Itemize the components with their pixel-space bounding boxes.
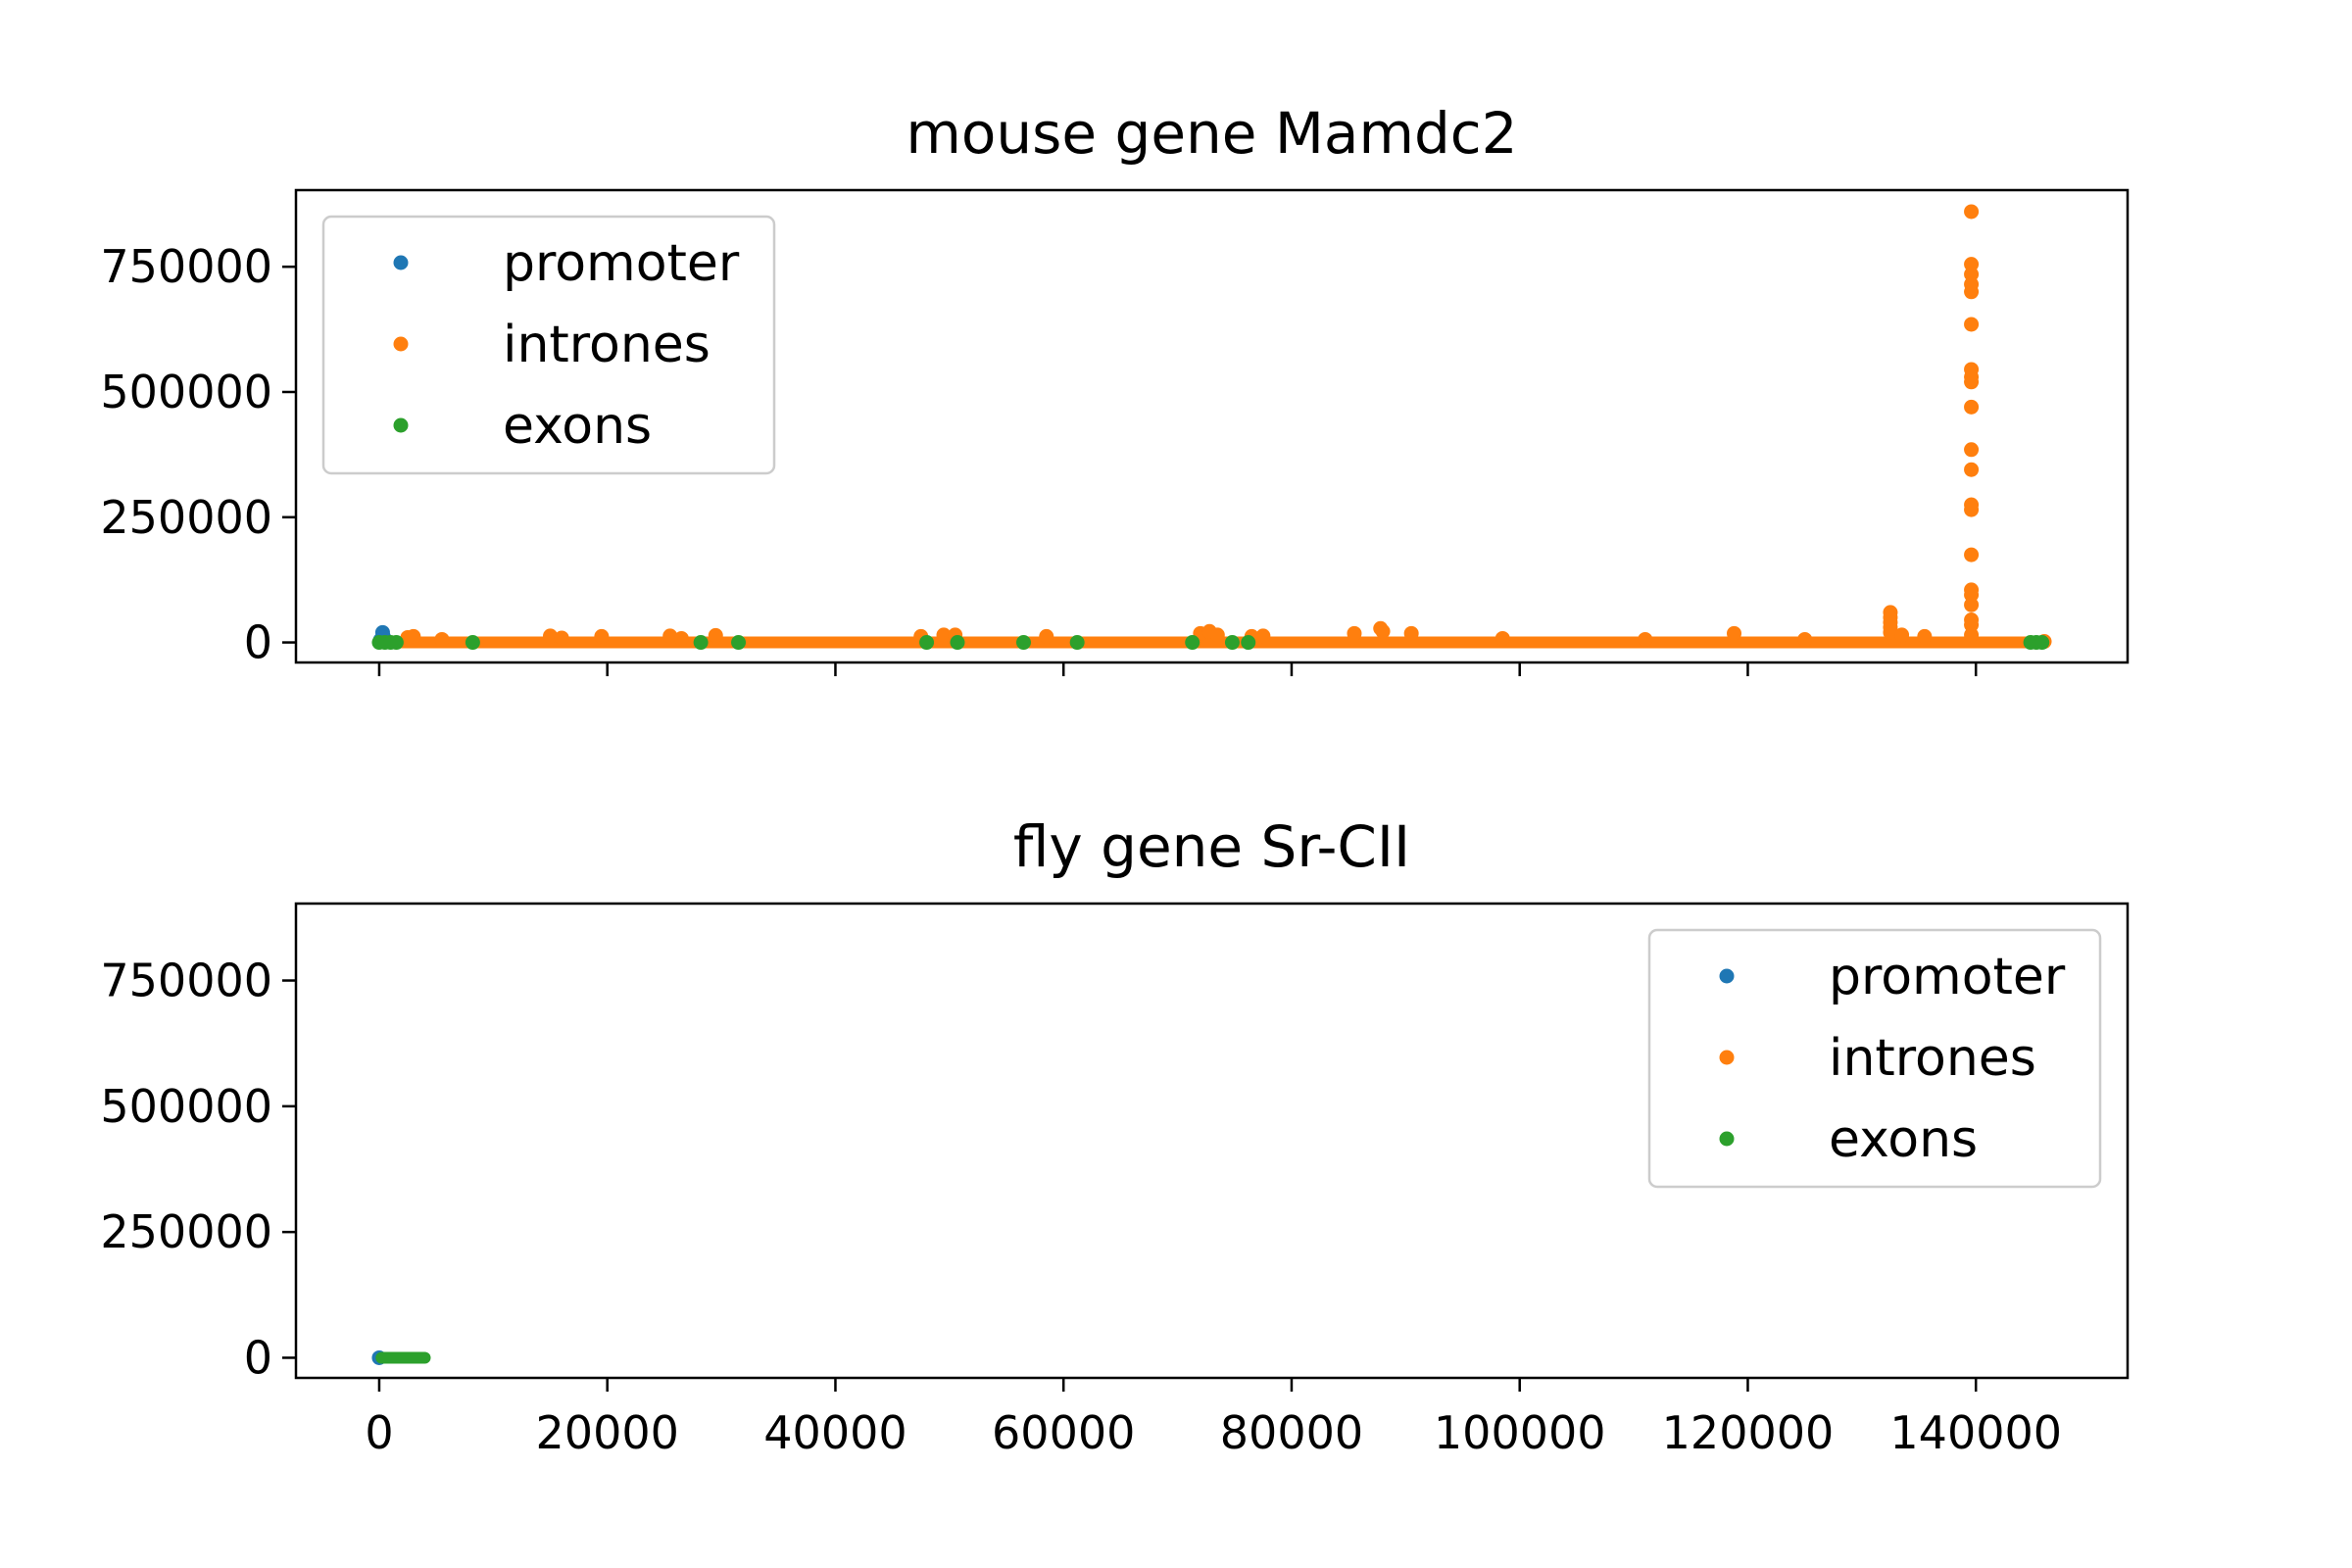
x-tick-label: 0 (365, 1406, 393, 1459)
series-exons-point (1015, 635, 1031, 651)
series-intrones-point (1964, 462, 1980, 477)
series-exons-point (1241, 635, 1256, 651)
series-intrones-point (1964, 597, 1980, 612)
series-intrones-point (1964, 627, 1980, 643)
x-tick-label: 20000 (536, 1406, 679, 1459)
series-exons-point (1224, 635, 1240, 651)
legend-marker-exons (1719, 1131, 1735, 1147)
series-exons-point (950, 635, 965, 651)
series-exons-point (731, 635, 747, 651)
series-exons-point (919, 635, 935, 651)
series-intrones-point (1964, 502, 1980, 517)
series-intrones-point (434, 631, 450, 647)
series-exons-point (2034, 635, 2050, 651)
y-tick-label: 750000 (100, 240, 272, 293)
series-intrones-point (1638, 631, 1653, 647)
x-tick-label: 60000 (992, 1406, 1135, 1459)
legend-label-exons: exons (1829, 1110, 1978, 1169)
axes-frame (294, 902, 2130, 1380)
chart-title: fly gene Sr-CII (1013, 813, 1410, 880)
series-intrones-point (1883, 624, 1898, 640)
legend-marker-intrones (1719, 1050, 1735, 1065)
series-intrones-point (1917, 628, 1933, 644)
series-intrones-point (543, 628, 559, 644)
series-intrones-point (554, 630, 569, 646)
series-intrones-point (594, 628, 610, 644)
y-tick-label: 750000 (100, 955, 272, 1007)
series-intrones-point (1209, 627, 1225, 643)
series-exons-point (1185, 635, 1200, 651)
series-intrones-point (1964, 547, 1980, 563)
legend-marker-promoter (1719, 968, 1735, 984)
series-intrones-point (1727, 625, 1742, 641)
series-intrones-point (673, 630, 689, 646)
series-intrones-point (1255, 628, 1271, 644)
series-exons-point (1069, 635, 1085, 651)
series-intrones-point (1964, 284, 1980, 300)
series-intrones-point (1964, 374, 1980, 390)
legend: promoter intrones exons (1647, 928, 2102, 1189)
legend-marker-promoter (393, 255, 409, 270)
x-tick-label: 100000 (1434, 1406, 1606, 1459)
series-exons-point (693, 635, 709, 651)
legend-label-intrones: intrones (503, 316, 710, 374)
legend-label-exons: exons (503, 397, 652, 456)
series-exons-point (465, 635, 480, 651)
series-intrones-point (1797, 631, 1813, 647)
series-intrones-point (1375, 623, 1391, 639)
y-tick-label: 500000 (100, 1080, 272, 1133)
legend-label-intrones: intrones (1829, 1029, 2036, 1088)
legend-marker-intrones (393, 336, 409, 352)
data-layer (371, 1349, 431, 1365)
legend: promoter intrones exons (321, 215, 776, 475)
series-intrones-point (1039, 628, 1054, 644)
series-exons-point (388, 635, 404, 651)
legend-frame (321, 215, 776, 475)
x-tick-label: 80000 (1220, 1406, 1363, 1459)
subplot-1: mouse gene Mamdc2 0 250000 500000 750000 prom… (100, 100, 2130, 676)
data-layer (371, 204, 2052, 651)
series-intrones-point (1964, 442, 1980, 458)
legend-label-promoter: promoter (503, 234, 740, 293)
y-tick-label: 250000 (100, 1205, 272, 1258)
y-tick-label: 500000 (100, 366, 272, 418)
y-tick-label: 0 (244, 616, 272, 669)
series-intrones-point (1403, 625, 1419, 641)
axes-frame (294, 188, 2130, 664)
x-tick-label: 120000 (1662, 1406, 1835, 1459)
series-intrones-point (1964, 399, 1980, 415)
series-intrones-point (662, 628, 678, 644)
series-intrones-point (1964, 204, 1980, 220)
subplot-2: fly gene Sr-CII 0 250000 500000 750000 0 20000… (100, 813, 2130, 1459)
x-tick-label: 140000 (1889, 1406, 2062, 1459)
series-intrones-point (936, 627, 952, 643)
legend-frame (1647, 928, 2102, 1189)
y-tick-label: 0 (244, 1331, 272, 1384)
chart-title: mouse gene Mamdc2 (906, 100, 1517, 167)
legend-marker-exons (393, 417, 409, 433)
series-intrones-point (1894, 627, 1910, 643)
series-intrones-point (1964, 317, 1980, 332)
series-intrones-point (1347, 625, 1362, 641)
series-intrones-point (406, 628, 421, 644)
y-tick-label: 250000 (100, 491, 272, 544)
series-intrones-point (708, 627, 723, 643)
x-tick-label: 40000 (763, 1406, 906, 1459)
legend-label-promoter: promoter (1829, 948, 2066, 1006)
series-intrones-point (1494, 630, 1510, 646)
